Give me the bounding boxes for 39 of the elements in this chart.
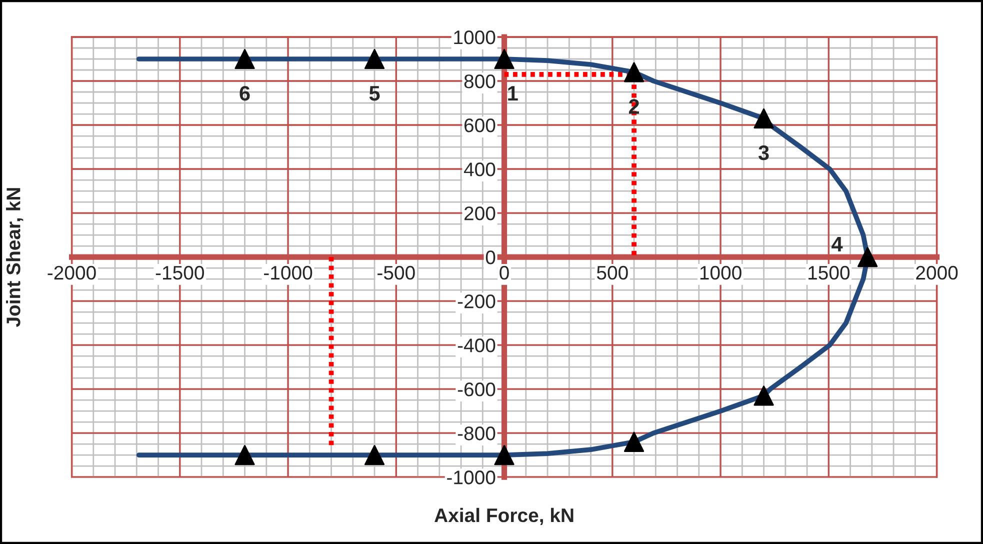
y-tick-label: -1000 (447, 470, 496, 484)
x-tick-label: 1500 (808, 266, 850, 280)
x-tick-label: -1500 (156, 266, 204, 280)
point (494, 48, 514, 70)
y-tick-label: -800 (458, 426, 496, 440)
annotation: 2 (628, 99, 639, 114)
x-axis-title: Axial Force, kN (434, 508, 574, 525)
annotation: 5 (369, 86, 380, 101)
point (364, 48, 385, 70)
point (234, 48, 255, 70)
annotation: 3 (758, 145, 769, 160)
point (494, 445, 514, 466)
annotation: 4 (832, 236, 843, 252)
y-tick-label: 1000 (454, 30, 496, 44)
x-tick-label: 2000 (916, 266, 958, 280)
point (624, 432, 644, 452)
x-tick-label: -2000 (48, 266, 96, 280)
x-tick-label: -1000 (264, 266, 312, 280)
y-tick-label: 800 (464, 74, 496, 88)
y-tick-label: -200 (458, 294, 496, 308)
x-tick-label: 1000 (700, 266, 742, 280)
x-tick-label: -500 (378, 266, 415, 280)
point (754, 108, 774, 128)
point (234, 445, 255, 466)
x-tick-label: 500 (596, 266, 628, 280)
x-tick-label: 0 (500, 266, 509, 280)
y-axis-title: Joint Shear, kN (6, 188, 24, 327)
y-tick-label: 600 (464, 118, 496, 132)
y-tick-label: 400 (464, 162, 496, 176)
annotation: 1 (508, 86, 518, 100)
point (858, 246, 878, 268)
point (624, 62, 644, 82)
y-tick-label: -600 (458, 382, 496, 396)
y-tick-label: -400 (458, 338, 496, 352)
y-tick-label: 200 (464, 206, 496, 220)
y-tick-label: 0 (486, 250, 496, 264)
annotation: 6 (240, 86, 250, 101)
point (364, 445, 385, 466)
point (754, 386, 774, 406)
